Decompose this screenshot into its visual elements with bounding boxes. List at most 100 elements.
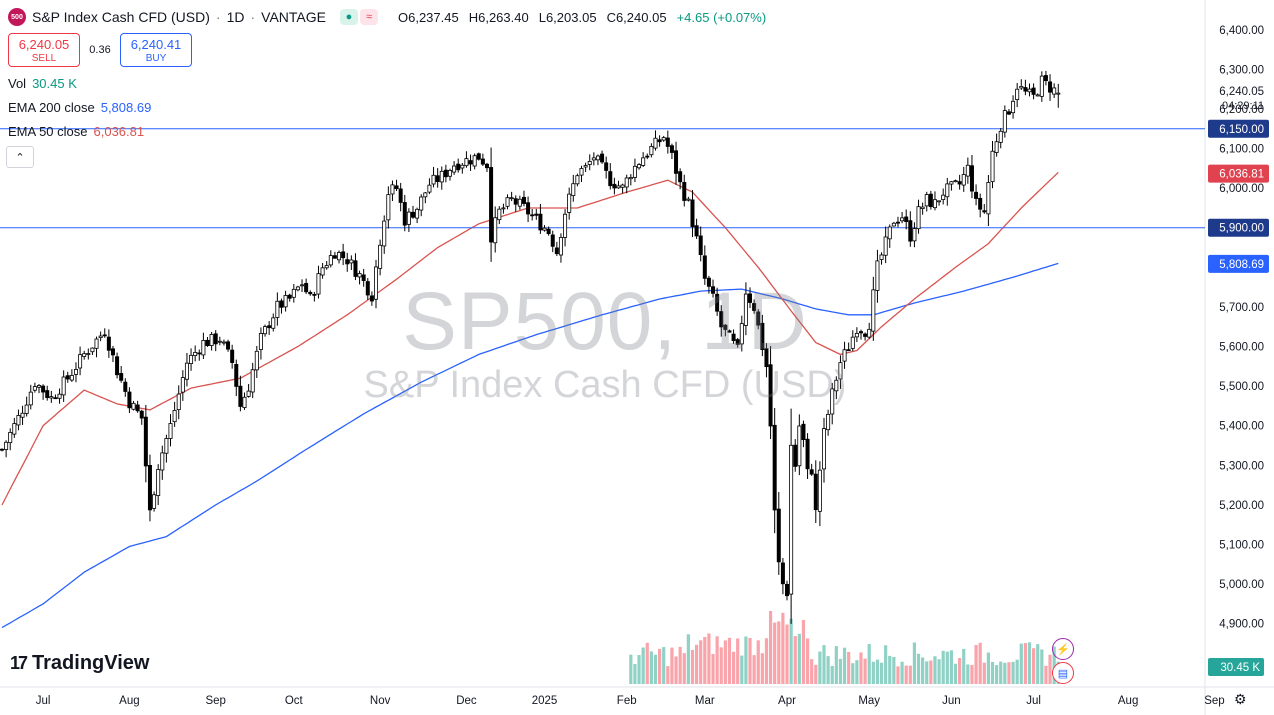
candle-body xyxy=(875,260,880,291)
candle-body xyxy=(131,402,136,410)
volume-bar xyxy=(781,612,785,684)
volume-bar xyxy=(925,661,929,684)
candle xyxy=(575,173,580,187)
candle xyxy=(616,180,621,189)
candle xyxy=(637,163,642,170)
settings-gear-icon[interactable]: ⚙ xyxy=(1234,691,1247,707)
us-flag-icon[interactable]: ▤ xyxy=(1052,662,1074,684)
candle xyxy=(4,440,9,458)
candle xyxy=(172,401,177,427)
candle xyxy=(324,261,329,270)
volume-bar xyxy=(785,624,789,684)
candle-body xyxy=(867,328,872,338)
candle-body xyxy=(842,349,847,362)
candle-body xyxy=(591,157,596,161)
lightning-icon[interactable]: ⚡ xyxy=(1052,638,1074,660)
candle-body xyxy=(530,214,535,217)
candle xyxy=(127,387,132,414)
legend-volume[interactable]: Vol 30.45 K xyxy=(8,76,77,91)
candle xyxy=(267,321,272,335)
volume-bar xyxy=(711,653,715,684)
candle xyxy=(1035,93,1040,97)
candle xyxy=(756,309,761,330)
candle-body xyxy=(341,251,346,259)
candle xyxy=(65,371,70,383)
candle-body xyxy=(715,293,720,312)
candle-body xyxy=(423,192,428,198)
market-status-pill[interactable]: ● ≈ xyxy=(339,9,378,25)
volume-bar xyxy=(658,648,662,684)
candle xyxy=(1052,83,1057,98)
volume-bar xyxy=(900,661,904,684)
candle-body xyxy=(645,155,650,158)
tradingview-brand[interactable]: 17 TradingView xyxy=(10,652,149,675)
candle xyxy=(279,298,284,314)
volume-bar xyxy=(1032,648,1036,684)
volume-bar xyxy=(629,654,633,684)
candle-body xyxy=(295,286,300,291)
volume-bar xyxy=(834,646,838,684)
candle-body xyxy=(230,349,235,363)
candle xyxy=(674,141,679,185)
volume-bar xyxy=(966,664,970,684)
legend-ema200[interactable]: EMA 200 close 5,808.69 xyxy=(8,100,152,115)
candle-body xyxy=(990,150,995,183)
candle-body xyxy=(217,340,222,343)
sell-button[interactable]: 6,240.05 SELL xyxy=(8,33,80,67)
collapse-legend-button[interactable]: ⌃ xyxy=(6,146,34,168)
volume-bar xyxy=(838,658,843,684)
volume-bar xyxy=(699,640,703,684)
volume-bar xyxy=(875,659,880,684)
candle xyxy=(706,275,711,294)
candle xyxy=(49,390,54,403)
candle xyxy=(291,283,296,303)
candle xyxy=(1056,83,1061,108)
candle xyxy=(320,262,325,279)
volume-bar xyxy=(645,642,649,684)
candle xyxy=(809,463,814,476)
candle-body xyxy=(817,469,822,512)
candle-body xyxy=(558,237,563,256)
legend-ema50[interactable]: EMA 50 close 6,036.81 xyxy=(8,124,145,139)
candle-body xyxy=(16,415,21,426)
candle xyxy=(447,168,452,181)
volume-bar xyxy=(682,653,686,684)
time-tick-label: Jun xyxy=(942,695,961,707)
candle xyxy=(805,433,810,480)
candle xyxy=(119,366,124,383)
symbol-title[interactable]: S&P Index Cash CFD (USD) xyxy=(32,9,210,25)
candle xyxy=(817,461,822,527)
candle-body xyxy=(764,348,769,368)
candle-body xyxy=(793,444,798,467)
candle-body xyxy=(937,200,942,203)
interval[interactable]: 1D xyxy=(226,9,245,25)
candle xyxy=(431,166,436,188)
candle xyxy=(123,378,128,397)
candle xyxy=(990,140,995,189)
candle-body xyxy=(172,410,177,423)
buy-button[interactable]: 6,240.41 BUY xyxy=(120,33,192,67)
candle-body xyxy=(641,157,646,166)
candle xyxy=(20,405,25,425)
candle-body xyxy=(98,335,103,338)
volume-bar xyxy=(637,655,641,684)
candle xyxy=(748,287,753,309)
candle-body xyxy=(316,273,321,295)
candle-body xyxy=(390,184,395,195)
candle-body xyxy=(164,438,169,454)
candle xyxy=(1027,83,1032,97)
volume-bar xyxy=(879,662,884,684)
price-tick-label: 5,100.00 xyxy=(1219,539,1264,551)
volume-bar xyxy=(723,640,727,684)
candle-body xyxy=(723,324,728,330)
candle-body xyxy=(160,452,165,471)
change-value: +4.65 (+0.07%) xyxy=(676,9,767,25)
candle xyxy=(694,218,699,239)
candle-body xyxy=(920,206,925,210)
volume-bar xyxy=(1036,644,1040,684)
candle-body xyxy=(119,373,124,381)
candle xyxy=(793,439,798,472)
candle-body xyxy=(682,182,687,201)
candle-body xyxy=(480,158,485,165)
